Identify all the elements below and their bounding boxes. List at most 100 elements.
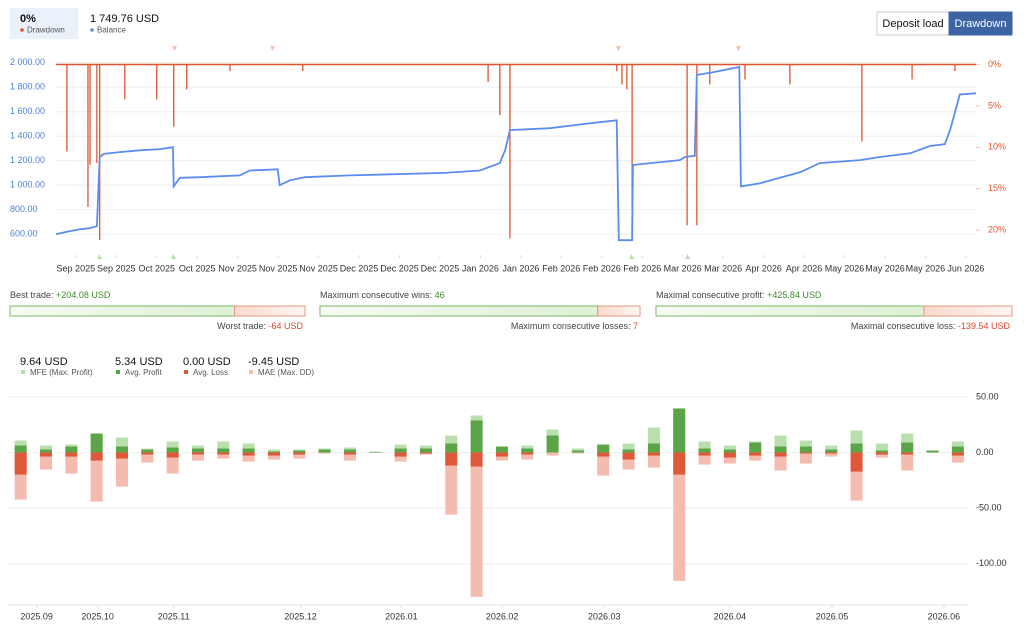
bar [546, 452, 559, 456]
y-tick-label: 1 400.00 [10, 131, 45, 141]
bar [191, 452, 204, 461]
tab-label[interactable]: Deposit load [882, 18, 943, 30]
bar [875, 452, 888, 455]
legend-value: 0.00 USD [183, 356, 231, 368]
bar [926, 450, 939, 453]
bar [470, 420, 483, 453]
x-tick-label: Feb 2026 [623, 263, 661, 273]
bar [242, 452, 255, 456]
bar [343, 449, 356, 453]
y2-tick-label: 20% [988, 225, 1006, 235]
legend-label: MAE (Max. DD) [258, 368, 314, 377]
y2-tick-label: 5% [988, 100, 1001, 110]
bar [521, 452, 534, 455]
stat-label: Worst trade: -64 USD [217, 321, 303, 331]
bar [14, 445, 27, 453]
x-tick-label: May 2026 [865, 263, 905, 273]
bar [242, 452, 255, 462]
bar [597, 452, 610, 476]
bar [723, 452, 736, 458]
y-tick-label: 1 600.00 [10, 106, 45, 116]
stat-name: Best trade: [10, 290, 54, 300]
bar [470, 452, 483, 597]
tab[interactable] [948, 11, 1013, 36]
bar [723, 449, 736, 453]
bar [774, 452, 787, 471]
bar [546, 435, 559, 453]
marker [616, 46, 621, 51]
x-tick-label: 2026.05 [816, 611, 849, 621]
stat-name: Maximal consecutive loss: [851, 321, 956, 331]
bar [419, 452, 432, 454]
x-tick-label: Feb 2026 [542, 263, 580, 273]
bar [217, 448, 230, 453]
bar [90, 452, 103, 502]
x-tick-label: Nov 2025 [259, 263, 298, 273]
x-tick-label: Mar 2026 [664, 263, 702, 273]
bar [901, 452, 914, 471]
bar [749, 452, 762, 461]
x-tick-label: Dec 2025 [380, 263, 419, 273]
bar [394, 452, 407, 457]
x-tick-label: Dec 2025 [421, 263, 460, 273]
x-tick-label: Oct 2025 [179, 263, 216, 273]
bar [673, 452, 686, 581]
x-tick-label: May 2026 [825, 263, 865, 273]
legend-label: MFE (Max. Profit) [30, 368, 93, 377]
bar [39, 445, 52, 453]
bar [394, 452, 407, 462]
bar [799, 446, 812, 453]
current-value: 0% [20, 13, 36, 25]
y2-tick-label: 0% [988, 59, 1001, 69]
x-tick-label: 2025.10 [81, 611, 114, 621]
bar [673, 408, 686, 453]
x-tick-label: 2026.06 [928, 611, 961, 621]
bar [267, 449, 280, 453]
bar [749, 442, 762, 453]
y2-tick-label: 10% [988, 142, 1006, 152]
legend-label: Balance [97, 26, 126, 35]
x-tick-label: 2026.04 [714, 611, 747, 621]
bar [39, 452, 52, 457]
active-series-box [10, 8, 78, 39]
marker [270, 46, 275, 51]
legend-dot [90, 28, 94, 32]
marker [172, 46, 177, 51]
bar [65, 446, 78, 453]
bar [166, 452, 179, 474]
stat-label: Maximal consecutive loss: -139.54 USD [851, 321, 1011, 331]
bar [191, 452, 204, 455]
stat-bar-negative [597, 305, 641, 317]
bar [141, 452, 154, 463]
x-tick-label: Mar 2026 [704, 263, 742, 273]
legend-value: 5.34 USD [115, 356, 163, 368]
stat-label: Maximum consecutive losses: 7 [511, 321, 638, 331]
bar [875, 443, 888, 453]
bar [394, 448, 407, 453]
bar [825, 445, 838, 453]
legend-swatch [116, 370, 120, 374]
bar [495, 446, 508, 453]
bar [419, 448, 432, 453]
x-tick-label: Apr 2026 [786, 263, 823, 273]
bar [141, 452, 154, 455]
bar [90, 433, 103, 453]
bar [875, 450, 888, 453]
bar [470, 452, 483, 467]
tab-label[interactable]: Drawdown [955, 18, 1007, 30]
bar [445, 443, 458, 453]
y2-tick-label: 15% [988, 183, 1006, 193]
bar [774, 452, 787, 457]
marker [685, 254, 690, 259]
bar [521, 448, 534, 453]
bar [191, 448, 204, 453]
bar [293, 452, 306, 455]
bar [115, 452, 128, 487]
x-tick-label: 2025.12 [284, 611, 317, 621]
stat-name: Maximum consecutive losses: [511, 321, 631, 331]
bar [39, 452, 52, 470]
y-tick-label: -50.00 [976, 503, 1002, 513]
bar [343, 452, 356, 455]
bar [597, 444, 610, 453]
bar [343, 452, 356, 461]
